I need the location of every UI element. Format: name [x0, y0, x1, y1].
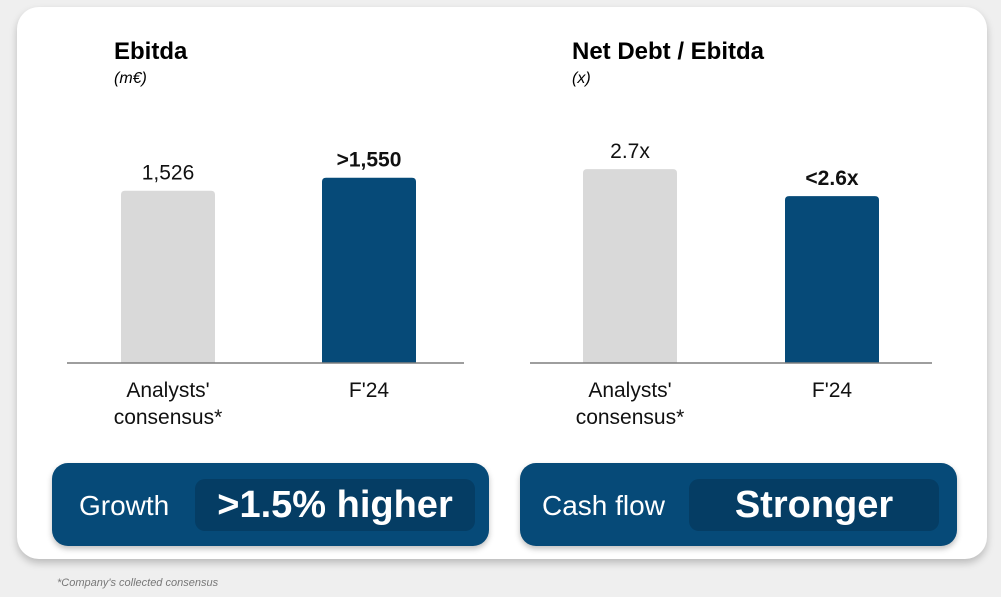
chart-unit-netdebt: (x) — [572, 70, 591, 87]
growth-value: >1.5% higher — [195, 479, 475, 531]
data-label: <2.6x — [805, 167, 858, 190]
category-label: Analysts' consensus* — [575, 379, 685, 429]
category-label: F'24 — [811, 379, 853, 402]
data-label: 1,526 — [142, 162, 195, 185]
chart-title-netdebt: Net Debt / Ebitda — [572, 38, 765, 65]
growth-label: Growth — [79, 490, 170, 521]
bar — [785, 196, 879, 363]
category-label: Analysts' consensus* — [113, 379, 223, 429]
chart-unit-ebitda: (m€) — [114, 70, 147, 87]
bar — [121, 190, 215, 363]
growth-callout: Growth >1.5% higher — [52, 463, 489, 546]
data-label: 2.7x — [610, 140, 650, 163]
data-label: >1,550 — [337, 149, 402, 172]
cashflow-label: Cash flow — [542, 490, 665, 521]
bar — [583, 169, 677, 363]
chart-title-ebitda: Ebitda — [114, 38, 188, 65]
cashflow-value: Stronger — [689, 479, 939, 531]
footnote: *Company's collected consensus — [57, 577, 219, 589]
category-label: F'24 — [348, 379, 390, 402]
cashflow-callout: Cash flow Stronger — [520, 463, 957, 546]
bar — [322, 177, 416, 363]
